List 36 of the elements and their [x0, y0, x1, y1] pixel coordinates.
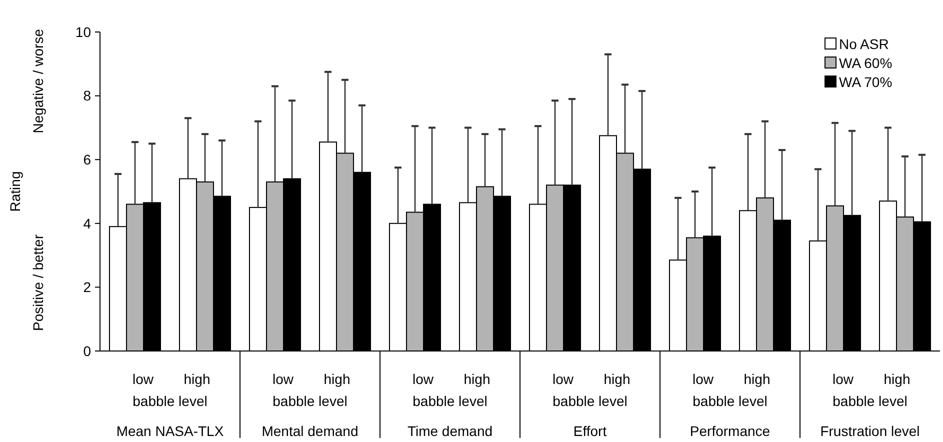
y-tick-label: 4 [83, 215, 92, 232]
x-tick-label: low [412, 371, 434, 387]
legend-label: No ASR [839, 36, 889, 52]
y-tick-label: 10 [75, 24, 92, 40]
text: Effort [573, 423, 607, 439]
y-tick-label: 0 [83, 342, 92, 359]
y-tick-label: 2 [83, 279, 92, 296]
x-tick-label: low [272, 371, 294, 387]
x-tick-label: high [464, 371, 490, 387]
y-axis-title: Rating [7, 171, 23, 212]
x-tick-label: low [832, 371, 854, 387]
x-tick-label: low [692, 371, 714, 387]
x-tick-label: high [604, 371, 630, 387]
x-tick-label: high [184, 371, 210, 387]
text: babble level [272, 393, 348, 409]
text: Mean NASA-TLX [116, 423, 224, 439]
y-tick-label: 6 [83, 152, 92, 168]
text: Negative / worse [30, 28, 46, 134]
text: babble level [552, 393, 628, 409]
text: Frustration level [820, 423, 920, 439]
y-tick-label: 8 [83, 88, 92, 104]
x-tick-label: high [324, 371, 350, 387]
text: Time demand [407, 423, 493, 439]
legend-label: WA 70% [839, 74, 892, 90]
text: babble level [132, 393, 208, 409]
text: babble level [412, 393, 488, 409]
text: babble level [832, 393, 908, 409]
text: babble level [692, 393, 768, 409]
x-tick-label: low [132, 371, 154, 387]
text: Positive / better [30, 234, 46, 331]
text: Mental demand [262, 423, 358, 439]
x-tick-label: low [552, 371, 574, 387]
legend-label: WA 60% [839, 54, 892, 71]
x-tick-label: high [884, 371, 910, 387]
text: Performance [690, 423, 770, 439]
x-tick-label: high [744, 371, 770, 387]
